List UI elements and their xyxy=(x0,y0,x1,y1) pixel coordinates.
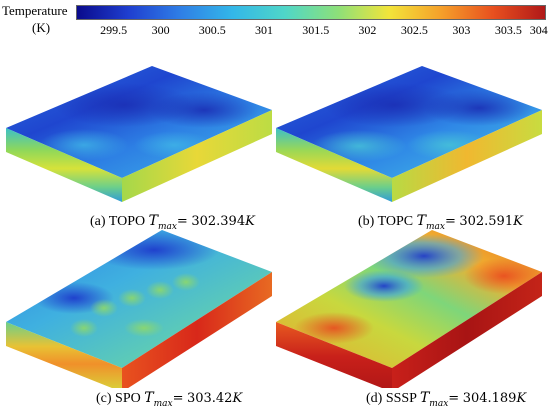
panel-topc: (b) TOPC Tmax= 302.591K xyxy=(274,50,546,232)
colorbar-tick: 301 xyxy=(255,23,273,37)
panel-label: (b) TOPC xyxy=(358,214,414,229)
panel-topc-caption: (b) TOPC Tmax= 302.591K xyxy=(358,213,523,235)
colorbar-tick: 303.5 xyxy=(494,23,522,37)
tmax-unit: K xyxy=(245,214,255,229)
colorbar-tick: 300.5 xyxy=(198,23,226,37)
tmax-unit: K xyxy=(232,391,243,406)
tmax-value: 302.394 xyxy=(191,214,246,229)
colorbar-title: Temperature xyxy=(2,3,68,18)
colorbar-tick: 299.5 xyxy=(100,23,128,37)
panel-topo: (a) TOPO Tmax= 302.394K xyxy=(4,50,276,232)
colorbar-tick: 302 xyxy=(358,23,377,37)
colorbar-unit: (K) xyxy=(32,20,51,35)
panel-sssp-caption: (d) SSSP Tmax= 304.189K xyxy=(366,390,526,412)
tmax-equals: = xyxy=(172,391,184,406)
tmax-value: 304.189 xyxy=(462,391,517,406)
panel-label: (a) TOPO xyxy=(90,214,146,229)
panel-label: (c) SPO xyxy=(96,391,141,406)
panel-topc-render xyxy=(276,66,542,202)
panel-sssp-render xyxy=(276,230,542,388)
colorbar-tick: 302.5 xyxy=(400,23,428,37)
colorbar-tick: 304 xyxy=(529,23,548,37)
colorbar-gradient xyxy=(76,5,546,20)
tmax-equals: = xyxy=(444,214,456,229)
colorbar-tick: 301.5 xyxy=(302,23,330,37)
tmax-equals: = xyxy=(448,391,460,406)
panel-topo-render xyxy=(6,66,272,202)
tmax-unit: K xyxy=(516,391,527,406)
tmax-equals: = xyxy=(176,214,188,229)
panel-label: (d) SSSP xyxy=(366,391,417,406)
tmax-value: 302.591 xyxy=(459,214,514,229)
panel-topo-caption: (a) TOPO Tmax= 302.394K xyxy=(90,213,255,235)
panel-spo-caption: (c) SPO Tmax= 303.42K xyxy=(96,390,242,412)
tmax-symbol: Tmax xyxy=(416,213,445,232)
colorbar-tick: 303 xyxy=(452,23,471,37)
tmax-symbol: Tmax xyxy=(419,390,449,409)
panel-spo-render xyxy=(6,230,272,388)
panel-spo: (c) SPO Tmax= 303.42K xyxy=(4,228,276,409)
colorbar-ticks: 299.5 300 300.5 301 301.5 302 302.5 303 … xyxy=(76,23,548,39)
tmax-unit: K xyxy=(513,214,523,229)
tmax-symbol: Tmax xyxy=(148,213,177,232)
tmax-symbol: Tmax xyxy=(144,390,173,409)
panel-sssp: (d) SSSP Tmax= 304.189K xyxy=(274,228,546,409)
colorbar-tick: 300 xyxy=(151,23,170,37)
tmax-value: 303.42 xyxy=(186,391,233,406)
